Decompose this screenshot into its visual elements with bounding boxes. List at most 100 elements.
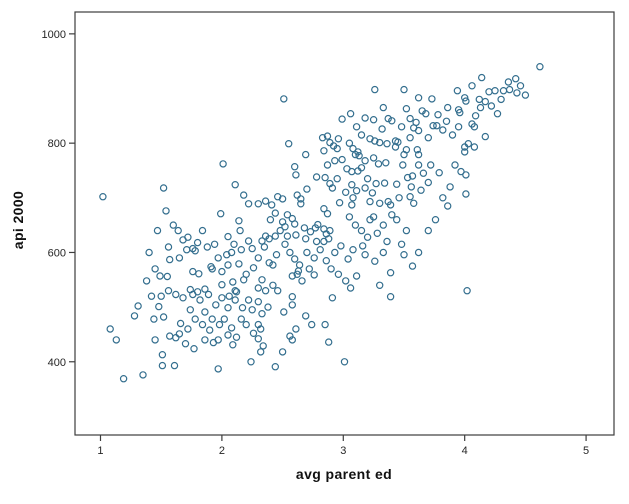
scatter-point xyxy=(536,62,544,71)
scatter-point xyxy=(305,265,313,273)
scatter-point xyxy=(424,226,432,235)
scatter-point xyxy=(363,174,372,183)
scatter-point xyxy=(214,365,222,373)
scatter-point xyxy=(219,160,227,168)
scatter-point xyxy=(348,167,356,176)
scatter-point xyxy=(429,121,437,130)
scatter-point xyxy=(446,183,454,191)
scatter-point xyxy=(487,102,496,110)
scatter-point xyxy=(212,301,220,309)
scatter-point xyxy=(374,160,383,168)
scatter-point xyxy=(281,240,289,248)
scatter-point xyxy=(312,173,321,181)
scatter-point xyxy=(189,290,197,299)
scatter-point xyxy=(259,342,267,350)
scatter-point xyxy=(513,89,521,97)
scatter-point xyxy=(224,331,232,339)
scatter-point xyxy=(491,86,499,95)
scatter-point xyxy=(412,118,420,127)
scatter-point xyxy=(462,97,470,105)
scatter-point xyxy=(414,150,423,159)
scatter-point xyxy=(164,243,173,251)
scatter-point xyxy=(386,269,395,277)
scatter-point xyxy=(453,86,462,95)
scatter-point xyxy=(380,179,389,187)
scatter-point xyxy=(323,161,332,169)
scatter-point xyxy=(269,261,277,269)
scatter-point xyxy=(408,172,417,180)
scatter-point xyxy=(162,207,170,215)
scatter-point xyxy=(516,82,525,90)
scatter-point xyxy=(382,159,390,167)
scatter-point xyxy=(371,257,379,265)
y-tick-label: 400 xyxy=(48,357,66,369)
scatter-point xyxy=(302,235,310,243)
scatter-point xyxy=(130,312,139,320)
scatter-point xyxy=(497,95,505,104)
scatter-point xyxy=(361,114,369,122)
scatter-point xyxy=(278,195,287,203)
scatter-point xyxy=(276,226,284,235)
scatter-point xyxy=(397,240,406,248)
scatter-point xyxy=(265,235,273,243)
scatter-point xyxy=(291,255,299,263)
scatter-point xyxy=(269,281,277,289)
scatter-point xyxy=(134,302,142,310)
scatter-point xyxy=(247,358,255,366)
scatter-point xyxy=(333,174,341,183)
scatter-point xyxy=(417,186,425,194)
scatter-point xyxy=(468,82,476,90)
scatter-point xyxy=(349,144,357,153)
x-tick-label: 1 xyxy=(97,445,103,457)
scatter-point xyxy=(383,139,391,148)
scatter-point xyxy=(414,248,423,257)
scatter-point xyxy=(369,115,378,124)
scatter-point xyxy=(285,139,293,148)
scatter-point xyxy=(481,132,489,141)
scatter-point xyxy=(320,204,328,213)
scatter-point xyxy=(204,290,213,299)
scatter-point xyxy=(208,315,216,323)
scatter-point xyxy=(397,123,406,131)
scatter-point xyxy=(470,143,479,151)
scatter-point xyxy=(384,114,392,123)
scatter-point xyxy=(355,151,363,160)
scatter-point xyxy=(286,248,294,257)
scatter-point xyxy=(326,226,334,235)
scatter-point xyxy=(388,211,396,219)
scatter-point xyxy=(280,308,288,316)
scatter-point xyxy=(308,320,316,329)
scatter-point xyxy=(504,78,513,86)
scatter-point xyxy=(258,237,266,245)
scatter-point xyxy=(402,104,411,113)
scatter-point xyxy=(395,194,403,202)
scatter-point xyxy=(227,248,236,257)
x-tick-label: 2 xyxy=(219,445,225,457)
scatter-point xyxy=(210,240,219,248)
scatter-point xyxy=(242,320,250,329)
scatter-point xyxy=(271,209,279,217)
scatter-point xyxy=(220,315,228,323)
scatter-point xyxy=(179,294,187,302)
scatter-point xyxy=(232,333,241,341)
scatter-point xyxy=(147,292,156,300)
scatter-point xyxy=(186,306,194,314)
scatter-point xyxy=(159,184,168,192)
scatter-point xyxy=(239,191,248,199)
scatter-point xyxy=(345,139,354,147)
scatter-point xyxy=(288,293,296,301)
scatter-point xyxy=(373,229,381,237)
scatter-point xyxy=(264,303,272,311)
scatter-point xyxy=(414,126,423,135)
y-tick-label: 600 xyxy=(48,247,66,259)
scatter-point xyxy=(159,313,168,321)
scatter-point xyxy=(368,189,377,197)
scatter-point xyxy=(151,336,159,344)
scatter-point xyxy=(293,191,301,199)
scatter-point xyxy=(349,194,357,202)
scatter-point xyxy=(274,287,282,295)
scatter-point xyxy=(157,292,165,300)
scatter-point xyxy=(454,123,463,131)
scatter-point xyxy=(351,221,360,229)
scatter-point xyxy=(271,232,279,240)
